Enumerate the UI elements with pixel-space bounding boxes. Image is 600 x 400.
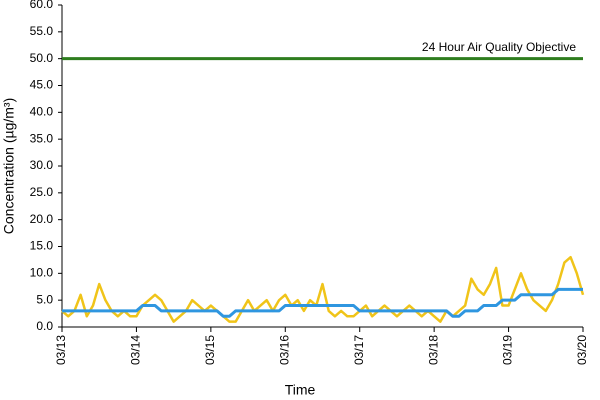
series-line	[61, 255, 585, 323]
series-line	[62, 287, 583, 318]
objective-label: 24 Hour Air Quality Objective	[422, 40, 576, 54]
y-tick-label: 30.0	[30, 158, 54, 172]
x-tick-label: 03/14	[129, 335, 143, 365]
y-tick-label: 15.0	[30, 239, 54, 253]
y-tick-label: 35.0	[30, 131, 54, 145]
y-tick-label: 25.0	[30, 185, 54, 199]
x-tick-label: 03/18	[426, 335, 440, 365]
y-tick-label: 60.0	[30, 0, 54, 11]
y-tick-label: 40.0	[30, 105, 54, 119]
y-tick-label: 10.0	[30, 266, 54, 280]
y-tick-label: 0.0	[36, 319, 53, 333]
x-tick-label: 03/19	[501, 335, 515, 365]
y-tick-label: 55.0	[30, 24, 54, 38]
x-tick-label: 03/16	[277, 335, 291, 365]
x-tick-label: 03/17	[352, 335, 366, 365]
y-tick-label: 45.0	[30, 78, 54, 92]
x-tick-label: 03/20	[575, 335, 589, 365]
x-axis-title: Time	[285, 382, 316, 398]
y-tick-label: 20.0	[30, 212, 54, 226]
y-axis-title: Concentration (µg/m³)	[1, 98, 17, 234]
y-tick-label: 50.0	[30, 51, 54, 65]
x-tick-label: 03/15	[203, 335, 217, 365]
x-tick-label: 03/13	[54, 335, 68, 365]
y-tick-label: 5.0	[36, 292, 53, 306]
